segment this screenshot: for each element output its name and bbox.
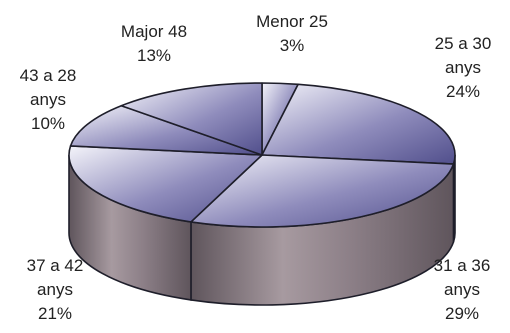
slice-label-31-a-36-anys: 31 a 36 anys 29% — [434, 256, 491, 323]
pie-slice-25-a-30-anys — [261, 83, 456, 165]
slice-label-37-a-42-anys: 37 a 42 anys 21% — [27, 256, 84, 323]
slice-label-25-a-30-anys: 25 a 30 anys 24% — [435, 34, 492, 101]
pie-slice-37-a-42-anys — [68, 145, 263, 223]
slice-label-major-48: Major 48 13% — [121, 22, 187, 65]
slice-label-43-a-28-anys: 43 a 28 anys 10% — [20, 66, 77, 133]
slice-label-menor-25: Menor 25 3% — [256, 12, 328, 55]
pie-slice-31-a-36-anys — [190, 154, 455, 228]
pie-slice-major-48 — [120, 82, 263, 156]
pie-slice-43-a-28-anys — [69, 104, 263, 156]
